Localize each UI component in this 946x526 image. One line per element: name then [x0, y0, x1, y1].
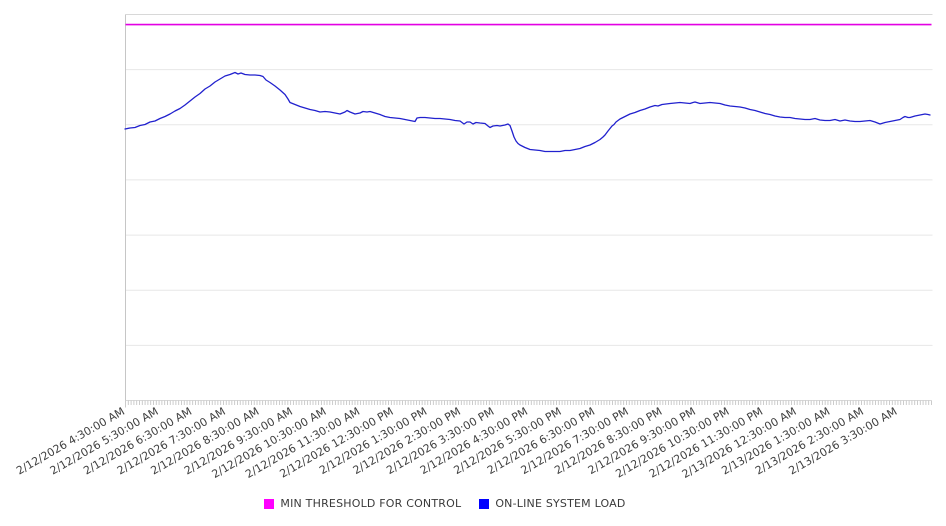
- legend-swatch-blue-icon: [479, 498, 490, 509]
- legend-item-min-threshold: MIN THRESHOLD FOR CONTROL: [264, 497, 461, 510]
- legend-label-min-threshold: MIN THRESHOLD FOR CONTROL: [280, 497, 462, 510]
- x-axis-labels: 2/12/2026 4:30:00 AM2/12/2026 5:30:00 AM…: [14, 405, 899, 481]
- chart-legend: MIN THRESHOLD FOR CONTROL ON-LINE SYSTEM…: [0, 497, 946, 510]
- legend-label-system-load: ON-LINE SYSTEM LOAD: [495, 497, 626, 510]
- chart-legend-items: MIN THRESHOLD FOR CONTROL ON-LINE SYSTEM…: [264, 497, 625, 510]
- legend-item-system-load: ON-LINE SYSTEM LOAD: [479, 497, 625, 510]
- online-system-load-line: [124, 71, 931, 153]
- x-axis-minor-ticks: [125, 400, 932, 408]
- gridlines-group: [125, 14, 933, 346]
- axes-group: [125, 14, 932, 401]
- legend-swatch-magenta-icon: [264, 498, 275, 509]
